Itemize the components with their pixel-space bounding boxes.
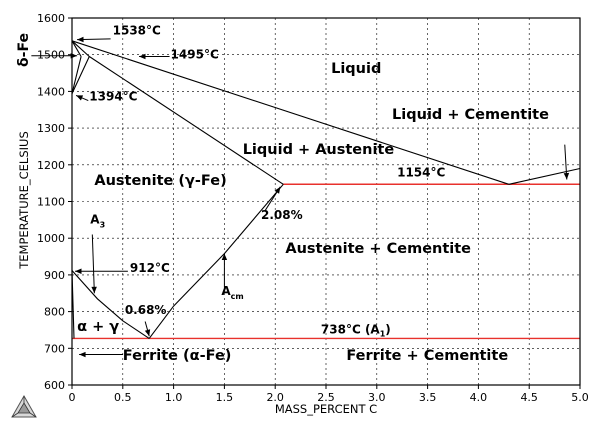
region-label: Liquid + Cementite — [392, 107, 549, 123]
y-tick-label: 700 — [44, 342, 65, 355]
x-tick-label: 2.0 — [266, 391, 284, 404]
y-tick-label: 600 — [44, 379, 65, 392]
arrow-head — [144, 329, 151, 337]
x-tick-label: 0 — [69, 391, 76, 404]
y-tick-label: 1500 — [37, 49, 65, 62]
phase-boundary — [148, 183, 284, 339]
x-tick-label: 1.5 — [216, 391, 234, 404]
y-tick-label: 1100 — [37, 196, 65, 209]
region-label: Liquid — [331, 61, 381, 77]
phase-boundaries — [71, 40, 581, 339]
x-axis-label: MASS_PERCENT C — [275, 402, 377, 416]
region-label: Austenite (γ-Fe) — [94, 173, 226, 189]
grid — [72, 18, 580, 385]
arrow-head — [91, 286, 97, 294]
x-tick-label: 5.0 — [571, 391, 589, 404]
arrow-head — [563, 172, 570, 180]
y-tick-label: 1400 — [37, 85, 65, 98]
x-tick-label: 3.0 — [368, 391, 386, 404]
phase-boundary — [508, 167, 581, 185]
delta-fe-label: δ-Fe — [16, 33, 32, 67]
y-tick-label: 1200 — [37, 159, 65, 172]
phase-boundary — [71, 40, 82, 57]
arrow-head — [221, 253, 228, 261]
x-tick-label: 3.5 — [419, 391, 437, 404]
arrow-head — [75, 268, 82, 274]
annotation-arrows — [31, 36, 570, 358]
annotation-label: 0.68% — [125, 303, 167, 317]
arrow-head — [77, 36, 84, 43]
x-tick-label: 0.5 — [114, 391, 132, 404]
annotation-label: 912°C — [130, 261, 170, 275]
phase-boundary — [71, 56, 90, 94]
annotation-label: A3 — [90, 213, 105, 230]
y-tick-label: 1300 — [37, 122, 65, 135]
y-tick-label: 800 — [44, 306, 65, 319]
arrow-shaft — [91, 234, 95, 294]
region-label: Liquid + Austenite — [243, 142, 395, 158]
annotation-label: 1495°C — [171, 47, 219, 61]
phase-boundary — [71, 40, 510, 185]
annotation-label: 2.08% — [261, 208, 303, 222]
arrow-head — [274, 186, 281, 194]
x-tick-label: 4.5 — [520, 391, 538, 404]
x-tick-label: 2.5 — [317, 391, 335, 404]
y-tick-label: 900 — [44, 269, 65, 282]
arrow-head — [79, 351, 86, 358]
annotation-label: 1154°C — [397, 166, 445, 180]
annotation-label: Acm — [221, 284, 243, 301]
region-label: Ferrite (α-Fe) — [123, 348, 232, 364]
phase-boundary — [71, 40, 90, 57]
thermo-logo-icon — [11, 394, 37, 418]
region-label: Ferrite + Cementite — [346, 348, 508, 364]
phase-boundary — [71, 270, 150, 339]
annotation-label: 1394°C — [89, 90, 137, 104]
region-label: Austenite + Cementite — [285, 241, 471, 257]
phase-boundary — [88, 56, 284, 185]
text-labels: Liquid Liquid + Cementite Liquid + Austeni… — [77, 24, 549, 365]
arrow-head — [139, 53, 146, 60]
annotation-label: 1538°C — [113, 24, 161, 38]
x-tick-label: 4.0 — [470, 391, 488, 404]
axis-ticks: 0 0.5 1.0 1.5 2.0 2.5 3.0 3.5 4.0 4.5 5.0 600 700 800… — [37, 12, 589, 404]
y-axis-label: TEMPERATURE_CELSIUS — [17, 131, 31, 269]
y-tick-label: 1600 — [37, 12, 65, 25]
region-label: α + γ — [77, 319, 119, 335]
annotation-label: 738°C (A1) — [321, 323, 391, 339]
x-tick-label: 1.0 — [165, 391, 183, 404]
arrow-head — [76, 95, 84, 101]
phase-boundary — [71, 56, 82, 94]
y-tick-label: 1000 — [37, 232, 65, 245]
reference-lines — [72, 183, 580, 340]
